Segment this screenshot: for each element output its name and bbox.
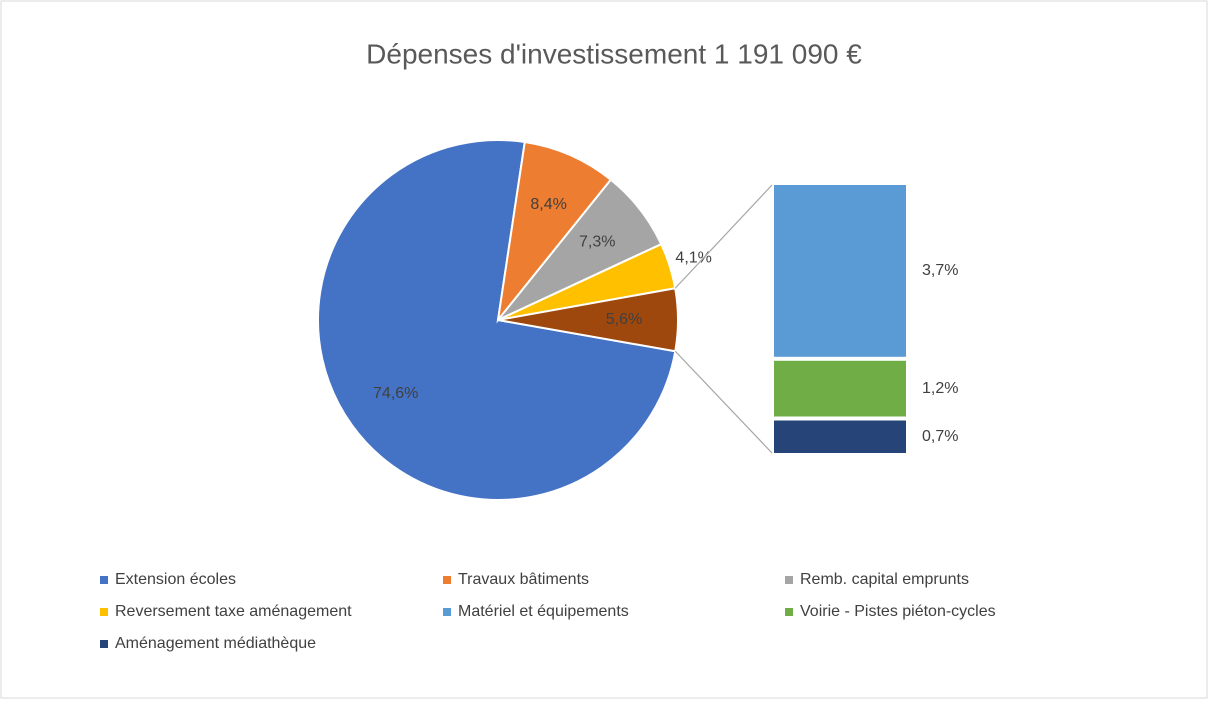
data-label: 4,1% bbox=[675, 249, 711, 266]
data-label: 0,7% bbox=[922, 428, 958, 445]
bar-segment bbox=[774, 420, 906, 453]
legend-label: Travaux bâtiments bbox=[458, 571, 589, 588]
legend-swatch bbox=[100, 608, 108, 616]
legend-label: Voirie - Pistes piéton-cycles bbox=[800, 603, 996, 620]
pie-slice bbox=[317, 139, 677, 501]
legend-swatch bbox=[100, 576, 108, 584]
data-label: 8,4% bbox=[530, 196, 566, 213]
legend-label: Remb. capital emprunts bbox=[800, 571, 969, 588]
bar-segment bbox=[774, 185, 906, 357]
legend-label: Matériel et équipements bbox=[458, 603, 629, 620]
legend-swatch bbox=[785, 576, 793, 584]
legend-swatch bbox=[100, 640, 108, 648]
connector-line bbox=[674, 184, 773, 289]
data-label: 5,6% bbox=[606, 311, 642, 328]
data-label: 74,6% bbox=[373, 385, 418, 402]
pie-slice bbox=[497, 287, 679, 353]
legend-label: Extension écoles bbox=[115, 571, 236, 588]
connector-line bbox=[674, 350, 773, 454]
data-label: 1,2% bbox=[922, 380, 958, 397]
pie-slice bbox=[496, 140, 613, 324]
legend-swatch bbox=[443, 608, 451, 616]
bar-segment bbox=[774, 360, 906, 417]
legend-swatch bbox=[785, 608, 793, 616]
legend-swatch bbox=[443, 576, 451, 584]
legend-label: Reversement taxe aménagement bbox=[115, 603, 352, 620]
chart-title: Dépenses d'investissement 1 191 090 € bbox=[366, 38, 862, 69]
data-label: 7,3% bbox=[579, 234, 615, 251]
data-label: 3,7% bbox=[922, 262, 958, 279]
legend-label: Aménagement médiathèque bbox=[115, 635, 316, 652]
